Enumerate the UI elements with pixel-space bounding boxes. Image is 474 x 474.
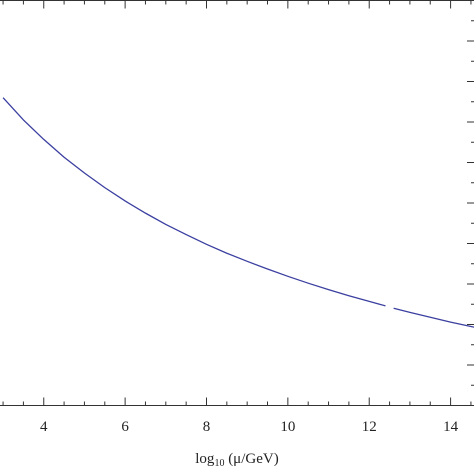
x-tick-label: 14 xyxy=(443,419,459,435)
x-tick-label: 4 xyxy=(40,419,48,435)
plot-frame xyxy=(0,0,474,406)
x-axis-title-log: log xyxy=(195,451,215,467)
series-line xyxy=(2,97,386,307)
tick-labels: 4 6 8 10 12 14 xyxy=(40,419,459,435)
x-tick-label: 8 xyxy=(203,419,211,435)
x-tick-label: 10 xyxy=(280,419,295,435)
x-tick-label: 6 xyxy=(121,419,129,435)
series-group xyxy=(2,97,474,328)
x-axis-title: log10 (μ/GeV) xyxy=(195,451,278,469)
x-tick-label: 12 xyxy=(362,419,377,435)
ticks xyxy=(2,0,474,406)
x-axis-title-rest: (μ/GeV) xyxy=(224,451,278,467)
x-axis-title-base: 10 xyxy=(214,458,224,469)
series-line xyxy=(393,307,474,328)
